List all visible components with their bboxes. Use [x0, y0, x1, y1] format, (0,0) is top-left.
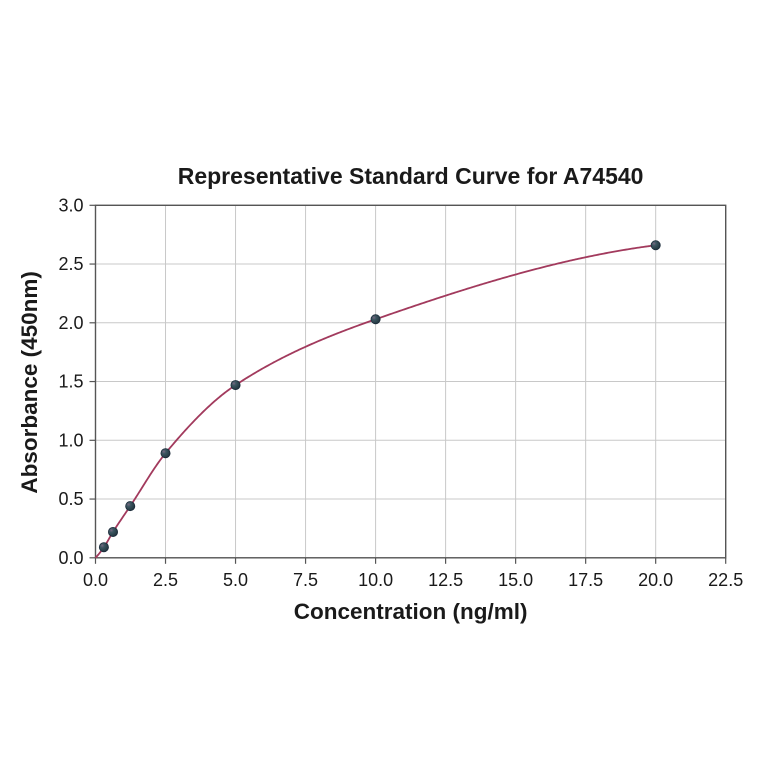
svg-text:22.5: 22.5	[708, 570, 743, 590]
svg-text:3.0: 3.0	[58, 195, 83, 215]
svg-text:20.0: 20.0	[638, 570, 673, 590]
svg-text:2.5: 2.5	[58, 254, 83, 274]
svg-text:Absorbance (450nm): Absorbance (450nm)	[17, 271, 42, 494]
svg-text:15.0: 15.0	[498, 570, 533, 590]
svg-text:5.0: 5.0	[223, 570, 248, 590]
svg-text:10.0: 10.0	[358, 570, 393, 590]
svg-text:1.0: 1.0	[58, 430, 83, 450]
svg-text:2.0: 2.0	[58, 313, 83, 333]
svg-text:0.0: 0.0	[58, 548, 83, 568]
svg-text:1.5: 1.5	[58, 372, 83, 392]
svg-text:7.5: 7.5	[293, 570, 318, 590]
svg-text:2.5: 2.5	[153, 570, 178, 590]
svg-text:12.5: 12.5	[428, 570, 463, 590]
svg-text:0.0: 0.0	[83, 570, 108, 590]
svg-text:17.5: 17.5	[568, 570, 603, 590]
svg-text:0.5: 0.5	[58, 489, 83, 509]
